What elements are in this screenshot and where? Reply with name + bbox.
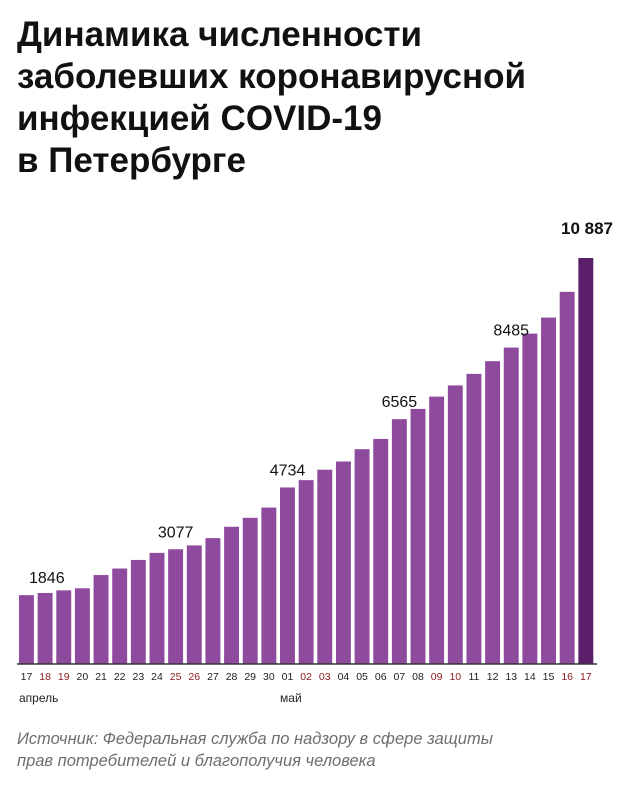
x-tick-label: 25 (170, 671, 182, 683)
bar (112, 568, 128, 664)
x-tick-label: 19 (58, 671, 70, 683)
x-tick-label: 03 (319, 671, 331, 683)
x-tick-label: 17 (580, 671, 592, 683)
x-tick-label: 28 (226, 671, 238, 683)
x-tick-label: 23 (132, 671, 144, 683)
source-line: Источник: Федеральная служба по надзору … (17, 730, 493, 748)
bar (19, 595, 34, 664)
bar (168, 549, 184, 664)
bar (37, 592, 53, 664)
data-label: 3077 (158, 524, 194, 541)
x-tick-label: 13 (505, 671, 517, 683)
bar (74, 588, 90, 664)
bar (56, 590, 72, 664)
bar (335, 461, 351, 664)
x-tick-label: 20 (77, 671, 89, 683)
bar (280, 487, 295, 664)
x-tick-label: 06 (375, 671, 387, 683)
chart-title: Динамика численности заболевших коронави… (17, 14, 617, 182)
data-label: 8485 (493, 323, 529, 340)
x-tick-label: 10 (449, 671, 461, 683)
bar (559, 291, 575, 664)
bar (205, 538, 221, 664)
bar (261, 507, 277, 664)
bar (466, 373, 482, 664)
bar (541, 317, 556, 664)
title-line: Динамика численности (17, 15, 423, 54)
x-tick-label: 24 (151, 671, 163, 683)
x-tick-label: 08 (412, 671, 424, 683)
bar (522, 333, 538, 664)
bar (93, 575, 109, 664)
data-label: 6565 (382, 394, 418, 411)
x-tick-label: 01 (282, 671, 294, 683)
bar (503, 347, 519, 664)
x-tick-label: 05 (356, 671, 368, 683)
bar (186, 545, 202, 664)
bar (429, 396, 445, 664)
x-tick-label: 04 (338, 671, 350, 683)
x-tick-label: 12 (487, 671, 499, 683)
bar (391, 419, 407, 664)
data-label: 4734 (270, 462, 306, 479)
x-tick-label: 16 (561, 671, 573, 683)
source-note: Источник: Федеральная служба по надзору … (17, 728, 617, 772)
bar (317, 469, 333, 664)
title-line: инфекцией COVID-19 (17, 99, 382, 138)
x-tick-label: 15 (543, 671, 555, 683)
x-tick-label: 11 (468, 671, 479, 683)
bar (242, 517, 258, 664)
x-tick-label: 02 (300, 671, 312, 683)
month-label: май (280, 691, 302, 705)
bar (447, 385, 463, 664)
title-line: заболевших коронавирусной (17, 57, 527, 96)
x-tick-label: 30 (263, 671, 275, 683)
month-label: апрель (19, 691, 58, 705)
x-tick-label: 27 (207, 671, 219, 683)
x-tick-label: 18 (39, 671, 51, 683)
bar (149, 552, 165, 664)
x-tick-label: 21 (95, 671, 107, 683)
x-tick-label: 17 (21, 671, 33, 683)
bar (578, 258, 594, 664)
x-tick-label: 26 (188, 671, 200, 683)
x-tick-label: 09 (431, 671, 443, 683)
bar (224, 526, 240, 664)
source-line: прав потребителей и благополучия человек… (17, 752, 376, 770)
x-tick-label: 29 (244, 671, 256, 683)
bar (130, 559, 146, 664)
x-tick-label: 14 (524, 671, 536, 683)
bar (298, 480, 314, 664)
x-tick-label: 07 (394, 671, 406, 683)
bar (485, 361, 501, 664)
data-label: 10 887 (561, 219, 613, 238)
x-tick-label: 22 (114, 671, 126, 683)
data-label: 1846 (29, 570, 65, 587)
title-line: в Петербурге (17, 141, 246, 180)
bar (410, 408, 426, 664)
bar (354, 449, 370, 664)
bar (373, 438, 389, 664)
